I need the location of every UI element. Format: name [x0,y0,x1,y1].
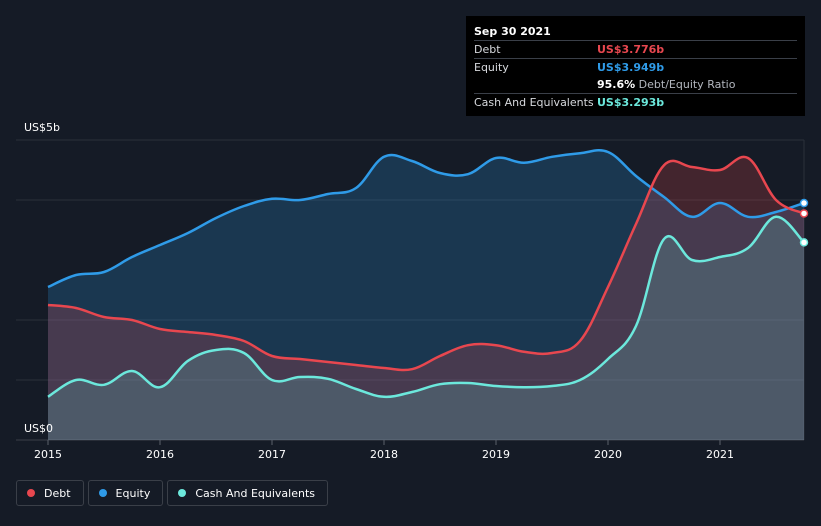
tooltip-row-cash: Cash And Equivalents US$3.293b [474,93,797,111]
tooltip-label-equity: Equity [474,61,509,74]
x-tick-label-2017: 2017 [258,448,286,461]
equity-area [48,150,804,440]
legend-label-debt: Debt [44,486,71,500]
legend-label-equity: Equity [115,486,151,500]
y-axis-top-label: US$5b [24,121,60,134]
debt-area [48,156,804,440]
cash-end-marker [799,238,809,247]
area-fills [48,150,804,440]
tooltip-row-equity: Equity US$3.949b [474,58,797,76]
legend-dot-cash-icon [178,489,187,497]
tooltip-value-ratio: 95.6% Debt/Equity Ratio [597,76,735,93]
x-axis-ticks: 2015 2016 2017 2018 2019 2020 2021 [34,440,734,461]
legend-item-equity[interactable]: Equity [87,480,164,506]
x-tick-label-2020: 2020 [594,448,622,461]
x-tick-label-2016: 2016 [146,448,174,461]
tooltip-row-ratio: 95.6% Debt/Equity Ratio [474,76,797,93]
x-tick-label-2021: 2021 [706,448,734,461]
legend-item-debt[interactable]: Debt [16,480,84,506]
equity-line [47,149,805,289]
equity-end-marker [799,198,809,208]
cash-line [47,215,805,399]
x-tick-label-2019: 2019 [482,448,510,461]
chart-legend: Debt Equity Cash And Equivalents [16,480,332,506]
tooltip-ratio-percent: 95.6% [597,78,636,91]
grid-lines [16,139,805,441]
y-axis-bottom-label: US$0 [24,422,53,435]
series-lines [47,149,805,399]
tooltip-value-cash: US$3.293b [597,96,665,109]
data-tooltip: Sep 30 2021 Debt US$3.776b Equity US$3.9… [466,16,805,116]
legend-dot-equity-icon [98,489,107,497]
end-markers [799,198,809,247]
tooltip-label-cash: Cash And Equivalents [474,96,594,109]
tooltip-value-equity: US$3.949b [597,61,665,74]
tooltip-ratio-caption: Debt/Equity Ratio [638,78,736,91]
debt-end-marker [799,209,809,218]
cash-area [48,216,804,440]
legend-dot-debt-icon [27,489,35,497]
tooltip-date: Sep 30 2021 [474,25,551,38]
tooltip-row-debt: Debt US$3.776b [474,40,797,58]
tooltip-label-debt: Debt [474,43,501,56]
debt-line [47,155,805,372]
x-tick-label-2018: 2018 [370,448,398,461]
tooltip-label-ratio [474,76,597,93]
legend-label-cash: Cash And Equivalents [195,486,315,500]
legend-item-cash[interactable]: Cash And Equivalents [167,480,328,506]
x-tick-label-2015: 2015 [34,448,62,461]
tooltip-value-debt: US$3.776b [597,43,665,56]
